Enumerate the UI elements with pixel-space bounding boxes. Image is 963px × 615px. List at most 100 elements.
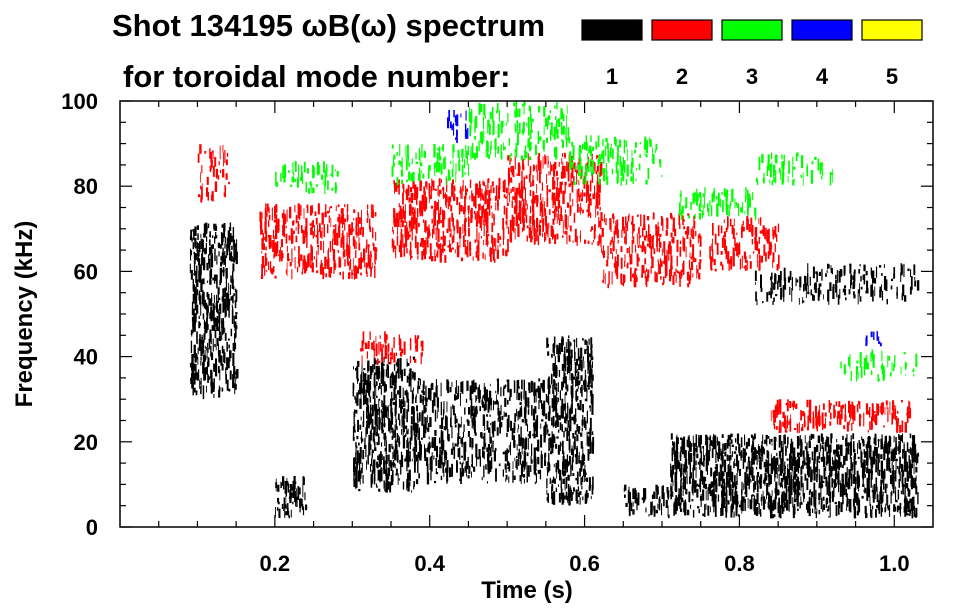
spectrum-mark — [481, 399, 483, 405]
spectrum-mark — [372, 432, 375, 442]
spectrum-mark — [397, 368, 400, 379]
spectrum-mark — [721, 490, 723, 497]
spectrum-mark — [193, 372, 196, 385]
spectrum-mark — [670, 213, 673, 218]
spectrum-mark — [490, 402, 492, 411]
spectrum-mark — [891, 483, 894, 487]
spectrum-mark — [420, 238, 423, 244]
spectrum-mark — [318, 223, 321, 233]
spectrum-mark — [835, 504, 838, 517]
spectrum-mark — [699, 446, 702, 453]
spectrum-mark — [661, 503, 663, 516]
spectrum-mark — [264, 265, 266, 276]
spectrum-mark — [795, 479, 798, 487]
spectrum-mark — [692, 257, 695, 262]
spectrum-mark — [484, 417, 486, 431]
spectrum-mark — [903, 443, 905, 453]
spectrum-mark — [436, 203, 439, 211]
spectrum-mark — [893, 483, 895, 494]
spectrum-mark — [754, 435, 756, 438]
spectrum-mark — [529, 215, 532, 224]
spectrum-mark — [350, 228, 353, 235]
spectrum-mark — [540, 454, 543, 469]
spectrum-mark — [608, 271, 610, 285]
spectrum-mark — [559, 470, 562, 481]
spectrum-mark — [220, 256, 223, 261]
spectrum-mark — [224, 333, 227, 341]
spectrum-mark — [788, 502, 790, 512]
spectrum-mark — [828, 301, 830, 305]
spectrum-mark — [438, 178, 441, 187]
spectrum-mark — [442, 217, 445, 228]
spectrum-mark — [888, 458, 891, 472]
spectrum-mark — [563, 166, 566, 178]
spectrum-mark — [440, 236, 443, 240]
spectrum-mark — [290, 228, 293, 238]
spectrum-mark — [392, 230, 394, 235]
spectrum-mark — [786, 467, 789, 478]
spectrum-mark — [373, 459, 376, 472]
spectrum-mark — [736, 473, 738, 483]
spectrum-mark — [195, 363, 197, 378]
spectrum-mark — [406, 389, 407, 398]
spectrum-mark — [787, 486, 789, 492]
spectrum-mark — [395, 217, 397, 225]
spectrum-mark — [486, 198, 489, 210]
spectrum-mark — [890, 475, 893, 484]
spectrum-mark — [226, 357, 228, 370]
spectrum-mark — [508, 172, 510, 186]
spectrum-mark — [468, 217, 470, 228]
spectrum-mark — [800, 496, 802, 502]
spectrum-mark — [883, 470, 885, 480]
spectrum-mark — [410, 379, 412, 392]
spectrum-mark — [463, 206, 465, 215]
spectrum-mark — [735, 485, 738, 490]
spectrum-mark — [536, 198, 539, 207]
spectrum-mark — [781, 469, 784, 474]
spectrum-mark — [316, 270, 319, 273]
spectrum-mark — [693, 456, 696, 471]
spectrum-mark — [865, 271, 868, 276]
spectrum-mark — [361, 209, 362, 221]
spectrum-mark — [439, 251, 442, 263]
spectrum-mark — [556, 397, 558, 405]
spectrum-mark — [836, 284, 838, 298]
spectrum-mark — [904, 509, 906, 517]
spectrum-mark — [530, 380, 533, 393]
spectrum-mark — [228, 344, 230, 349]
spectrum-mark — [215, 337, 217, 351]
spectrum-mark — [357, 220, 359, 234]
spectrum-mark — [201, 183, 203, 190]
spectrum-mark — [455, 416, 457, 420]
spectrum-mark — [779, 463, 782, 476]
spectrum-mark — [200, 185, 202, 190]
spectrum-mark — [519, 216, 522, 224]
spectrum-mark — [399, 399, 401, 407]
spectrum-mark — [530, 459, 533, 464]
spectrum-mark — [714, 435, 717, 450]
spectrum-mark — [398, 439, 400, 448]
spectrum-mark — [631, 215, 634, 226]
spectrum-mark — [359, 450, 362, 464]
spectrum-mark — [689, 446, 692, 452]
spectrum-mark — [564, 427, 567, 432]
spectrum-mark — [760, 274, 762, 289]
spectrum-mark — [558, 218, 561, 226]
spectrum-mark — [754, 503, 756, 515]
spectrum-mark — [550, 161, 551, 176]
spectrum-mark — [513, 380, 516, 393]
spectrum-mark — [502, 227, 505, 240]
spectrum-mark — [478, 215, 480, 224]
spectrum-mark — [426, 463, 429, 474]
spectrum-mark — [808, 508, 811, 517]
spectrum-mark — [653, 491, 656, 499]
spectrum-mark — [418, 427, 420, 442]
spectrum-mark — [353, 228, 355, 232]
spectrum-mark — [742, 459, 745, 469]
spectrum-mark — [209, 165, 212, 172]
spectrum-mark — [218, 389, 221, 398]
spectrum-mark — [762, 449, 764, 462]
spectrum-mark — [555, 443, 557, 449]
spectrum-mark — [486, 447, 489, 452]
spectrum-mark — [691, 499, 694, 502]
